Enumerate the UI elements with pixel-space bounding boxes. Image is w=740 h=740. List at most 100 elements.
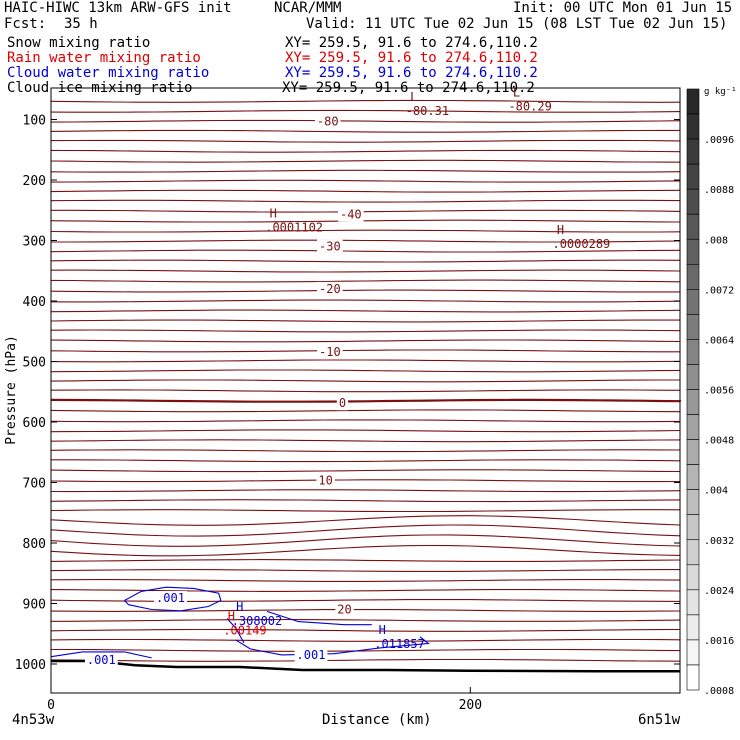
temperature-contour-line — [50, 524, 681, 537]
cloud-water-contours — [50, 586, 430, 659]
colorbar-segment — [686, 163, 700, 190]
y-tick-label: 600 — [23, 416, 46, 431]
temperature-contour-label-bg — [314, 114, 341, 129]
temperature-contour-line — [50, 409, 681, 413]
cloud-water-contour — [124, 586, 222, 612]
temperature-contour-line — [50, 299, 681, 303]
right-endpoint: 6n51w — [638, 712, 681, 728]
colorbar-label: .0016 — [704, 636, 734, 647]
field-xy-rain: XY= 259.5, 91.6 to 274.6,110.2 — [285, 50, 538, 66]
temperature-extremum-value: .0001102 — [265, 221, 323, 235]
temperature-contour-line — [50, 599, 681, 602]
cloud-water-extremum-value: .308002 — [232, 614, 283, 628]
colorbar-label: .0032 — [704, 536, 734, 547]
y-axis-title: Pressure (hPa) — [4, 335, 19, 445]
temperature-contour-line — [50, 419, 681, 423]
colorbar-label: .0048 — [704, 436, 734, 447]
cloud-water-contour — [226, 618, 245, 644]
temperature-contour-line — [50, 179, 681, 183]
colorbar-segment — [686, 489, 700, 516]
temperature-contour-line — [50, 544, 681, 557]
temperature-contour-line — [50, 499, 681, 503]
temperature-contour-line — [51, 209, 681, 213]
colorbar-segment — [686, 614, 700, 641]
temperature-contour-line — [50, 259, 681, 263]
cloud-water-contour — [50, 651, 152, 659]
temperature-contour-line — [50, 229, 681, 233]
temperature-contour-label: -10 — [319, 345, 341, 359]
temperature-contour-line — [50, 398, 682, 403]
cloud-water-extremum-symbol: H — [236, 600, 243, 614]
temperature-contour-label-bg — [317, 281, 343, 296]
temperature-contour-line — [50, 349, 680, 353]
temperature-contour-line — [50, 249, 681, 253]
left-endpoint: 4n53w — [12, 712, 55, 728]
colorbar-segment — [686, 88, 700, 115]
temperature-contour-line — [50, 579, 681, 582]
temperature-contour-line — [50, 119, 681, 123]
temperature-contour-line — [50, 339, 681, 343]
init-time: Init: 00 UTC Mon 01 Jun 15 — [513, 0, 733, 16]
colorbar-label: .0096 — [704, 135, 734, 146]
field-name-snow: Snow mixing ratio — [7, 35, 151, 51]
temperature-contour-line — [50, 479, 681, 483]
cloud-water-extremum-value: .011857 — [374, 637, 425, 651]
colorbar-segment — [686, 238, 700, 265]
cloud-water-contour — [235, 636, 430, 656]
colorbar-segment — [686, 138, 700, 165]
temperature-extremum-value: -80.29 — [508, 100, 551, 114]
model-title: HAIC-HIWC 13km ARW-GFS init — [4, 0, 232, 16]
rain-extremum-value: .00149 — [223, 624, 266, 638]
temperature-contour-line — [50, 469, 681, 473]
temperature-contour-label-bg — [336, 396, 349, 411]
temperature-contour-label: -20 — [319, 282, 341, 296]
colorbar-segment — [686, 113, 700, 140]
temperature-contour-line — [50, 359, 681, 363]
temperature-contour-line — [51, 648, 681, 652]
colorbar-segment — [686, 514, 700, 541]
temperature-contour-label-bg — [335, 602, 354, 617]
cloud-water-contour — [266, 610, 372, 626]
cloud-water-extremum-symbol: H — [379, 623, 386, 637]
temperature-contour-label-bg — [317, 239, 343, 254]
temperature-contour-line — [50, 189, 681, 193]
temperature-extremum-value: -80.31 — [406, 104, 449, 118]
temperature-contour-line — [50, 279, 681, 283]
temperature-extremum-symbol: L — [410, 90, 417, 104]
field-xy-snow: XY= 259.5, 91.6 to 274.6,110.2 — [285, 35, 538, 51]
temperature-contour-line — [50, 509, 681, 513]
colorbar-segment — [686, 289, 700, 315]
forecast-label: Fcst: — [4, 16, 47, 32]
field-name-rain: Rain water mixing ratio — [7, 50, 201, 66]
colorbar-unit: g kg⁻¹ — [704, 87, 737, 97]
colorbar-segment — [686, 213, 700, 240]
temperature-contour-line — [50, 139, 681, 143]
colorbar-segment — [686, 464, 700, 490]
temperature-extremum-value: .0000289 — [552, 237, 610, 251]
colorbar-label: .008 — [704, 235, 728, 246]
colorbar-segment — [686, 364, 700, 390]
colorbar-segment — [686, 339, 700, 365]
colorbar-segment — [686, 564, 700, 591]
y-tick-label: 700 — [23, 477, 46, 492]
temperature-contour-line — [50, 449, 681, 453]
temperature-contour-label: -80 — [317, 114, 339, 128]
temperature-contour-line — [50, 589, 681, 592]
temperature-contour-line — [50, 389, 681, 393]
colorbar-segment — [686, 263, 700, 290]
y-tick-label: 500 — [23, 356, 46, 371]
temperature-contour-line — [50, 309, 681, 313]
temperature-contour-line — [50, 269, 681, 273]
temperature-contour-line — [50, 429, 681, 433]
cloud-water-contour-label: .001 — [87, 653, 116, 667]
temperature-contour-line — [50, 628, 681, 632]
colorbar-segment — [686, 539, 700, 566]
field-name-cloud-water: Cloud water mixing ratio — [7, 65, 210, 81]
temperature-contour-line — [50, 534, 681, 547]
temperature-contour-line — [51, 618, 681, 622]
temperature-contour-line — [50, 439, 681, 443]
field-xy-cloud-water: XY= 259.5, 91.6 to 274.6,110.2 — [285, 65, 538, 81]
y-tick-label: 1000 — [15, 658, 46, 673]
